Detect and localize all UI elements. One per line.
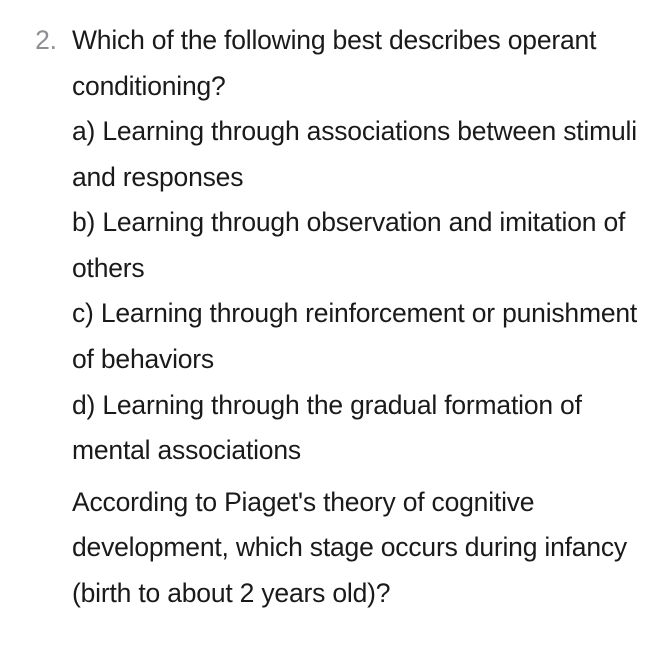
question-option-a: a) Learning through associations between…	[72, 109, 640, 200]
question-option-c: c) Learning through reinforcement or pun…	[72, 291, 640, 382]
question-list: Which of the following best describes op…	[28, 18, 640, 617]
question-item-3: According to Piaget's theory of cognitiv…	[64, 480, 640, 617]
question-stem: Which of the following best describes op…	[72, 18, 640, 109]
question-option-d: d) Learning through the gradual formatio…	[72, 383, 640, 474]
page-content: Which of the following best describes op…	[0, 0, 668, 649]
question-option-b: b) Learning through observation and imit…	[72, 200, 640, 291]
question-item-2: Which of the following best describes op…	[64, 18, 640, 474]
question-stem: According to Piaget's theory of cognitiv…	[72, 480, 640, 617]
